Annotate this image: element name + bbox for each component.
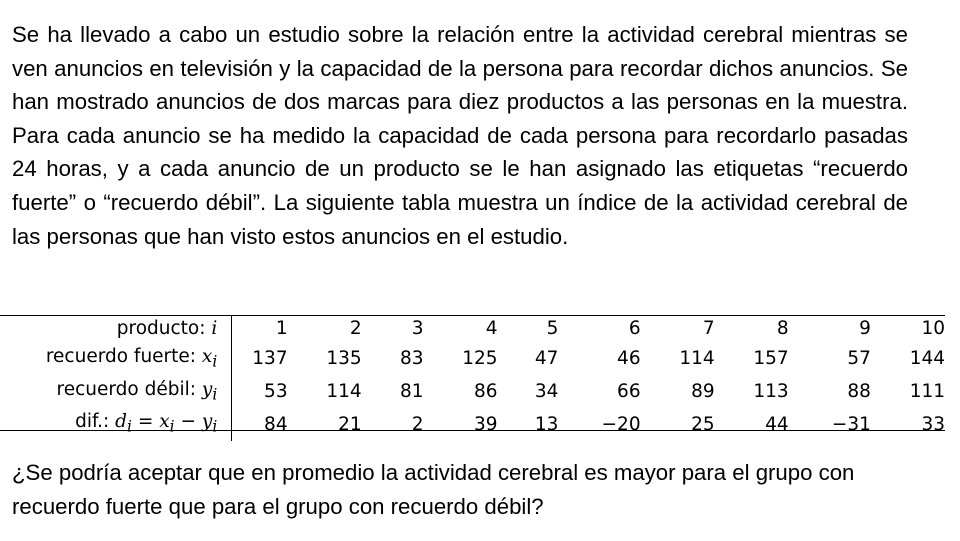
row-label-recuerdo-fuerte: recuerdo fuerte: xi xyxy=(0,343,233,376)
var-i: i xyxy=(211,318,218,339)
table-cell: 114 xyxy=(679,348,715,370)
table-cell: 9 xyxy=(859,318,871,339)
table-cell: 13 xyxy=(534,413,559,435)
var-y: y xyxy=(201,411,213,433)
table-cell: 53 xyxy=(264,381,288,403)
table-cell: 46 xyxy=(617,348,641,370)
subscript-i: i xyxy=(212,418,218,437)
equals-sign: = xyxy=(137,411,154,433)
table-cell: 114 xyxy=(326,381,362,403)
table-cell: 89 xyxy=(691,381,715,403)
table-cell: 47 xyxy=(534,348,559,370)
subscript-i: i xyxy=(127,418,132,437)
table-cell: 88 xyxy=(847,381,871,403)
table-cell: 86 xyxy=(474,381,498,403)
table-cell: 25 xyxy=(691,413,715,435)
row-label-diferencia: dif.: di = xi − yi xyxy=(0,408,233,442)
table-cell: −20 xyxy=(601,413,641,435)
table-cell: 21 xyxy=(338,413,362,435)
table-cell: 7 xyxy=(702,318,715,339)
table-cell: 3 xyxy=(411,318,424,339)
var-x: x xyxy=(159,411,170,433)
table-cell: 4 xyxy=(485,318,498,339)
row-label-producto: producto: i xyxy=(0,315,233,343)
table-cell: 1 xyxy=(275,318,288,339)
table-cell: 2 xyxy=(411,413,424,435)
var-y: y xyxy=(201,378,213,400)
subscript-i: i xyxy=(212,352,218,371)
table-cell: 39 xyxy=(474,413,498,435)
table-cell: 5 xyxy=(546,318,559,339)
table-row: dif.: di = xi − yi 84 21 2 39 13 −20 25 … xyxy=(0,408,945,442)
table-cell: 34 xyxy=(534,381,559,403)
table-cell: 157 xyxy=(753,348,789,370)
table-cell: 144 xyxy=(909,348,945,370)
data-table: producto: i 1 2 3 4 5 6 7 8 9 10 recuerd… xyxy=(0,315,945,442)
table-cell: −31 xyxy=(831,413,871,435)
table-row: recuerdo fuerte: xi 137 135 83 125 47 46… xyxy=(0,343,945,376)
table-cell: 44 xyxy=(765,413,789,435)
table-cell: 57 xyxy=(847,348,871,370)
row-label-recuerdo-debil: recuerdo débil: yi xyxy=(0,375,233,409)
table-cell: 84 xyxy=(264,413,288,435)
table-cell: 6 xyxy=(628,318,641,339)
question-text: ¿Se podría aceptar que en promedio la ac… xyxy=(12,460,855,519)
table-cell: 10 xyxy=(921,318,945,339)
table-cell: 2 xyxy=(349,318,362,339)
problem-statement: Se ha llevado a cabo un estudio sobre la… xyxy=(12,22,908,249)
table-cell: 33 xyxy=(921,413,945,435)
var-d: d xyxy=(115,411,127,433)
subscript-i: i xyxy=(212,385,218,404)
table-cell: 81 xyxy=(399,381,424,403)
table-cell: 66 xyxy=(617,381,641,403)
table-cell: 125 xyxy=(462,348,498,370)
table-row: producto: i 1 2 3 4 5 6 7 8 9 10 xyxy=(0,315,945,343)
subscript-i: i xyxy=(169,418,175,437)
table-cell: 83 xyxy=(399,348,424,370)
data-table-container: producto: i 1 2 3 4 5 6 7 8 9 10 recuerd… xyxy=(0,315,945,442)
table-row: recuerdo débil: yi 53 114 81 86 34 66 89… xyxy=(0,375,945,409)
table-cell: 111 xyxy=(909,381,945,403)
table-cell: 135 xyxy=(326,348,362,370)
var-x: x xyxy=(201,346,213,367)
table-cell: 113 xyxy=(753,381,789,403)
minus-sign: − xyxy=(180,411,197,433)
table-cell: 137 xyxy=(252,348,288,370)
table-cell: 8 xyxy=(776,318,789,339)
